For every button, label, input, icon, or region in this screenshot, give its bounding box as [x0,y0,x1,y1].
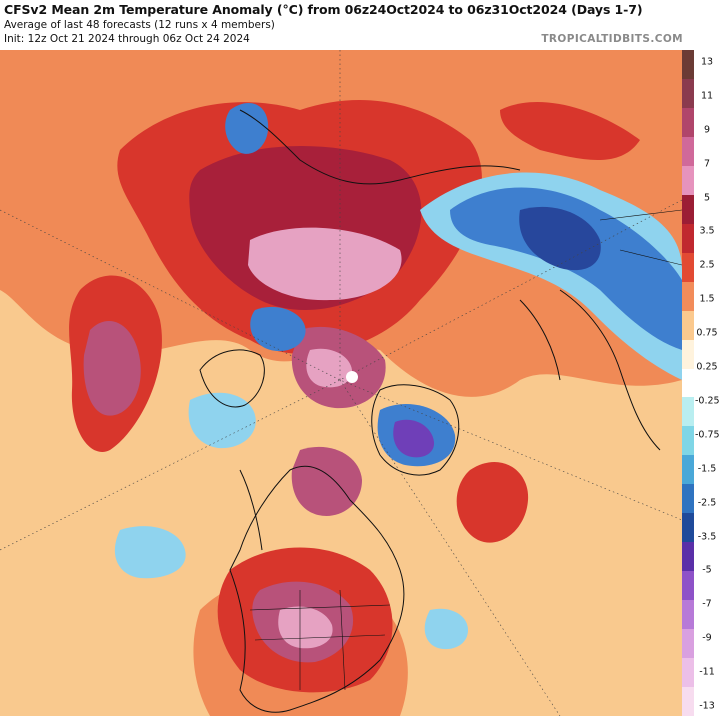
colorbar-tick-label: -3.5 [697,531,717,543]
pacific-warm-magenta [83,321,141,416]
colorbar-segment [682,542,694,572]
colorbar-tick-label: 2.5 [699,259,715,271]
coastlines [199,109,661,713]
colorbar-tick-label: 3.5 [699,225,715,237]
chart-header: CFSv2 Mean 2m Temperature Anomaly (°C) f… [0,0,719,50]
colorbar-segment [682,629,694,659]
colorbar-segment [682,281,694,312]
colorbar-tick-label: 0.75 [696,327,718,339]
colorbar-tick-label: -7 [702,598,712,610]
colorbar-legend: 13 11 9 7 5 3.5 2.5 1.5 0.75 0.25 -0.25 -0.75 -1.5 -2… [682,50,719,717]
colorbar-segment [682,368,694,398]
colorbar-segment [682,310,694,341]
colorbar-segment [682,136,694,167]
atlantic-warm-red [456,461,529,543]
map-canvas [0,50,682,716]
colorbar-segment [682,78,694,109]
canada-arctic-cold [250,306,306,352]
colorbar-tick-label: -0.25 [695,395,719,407]
colorbar-tick-label: -2.5 [697,497,717,509]
colorbar-tick-label: 5 [703,192,711,204]
init-time-range: Init: 12z Oct 21 2024 through 06z Oct 24… [4,33,250,45]
arctic-warm-pink [248,227,402,301]
colorbar-segment [682,397,694,427]
colorbar-tick-label: 9 [703,124,711,136]
colorbar-strip [682,50,694,717]
colorbar-segment [682,687,694,717]
alaska-cold [225,102,269,154]
colorbar-segment [682,658,694,688]
pole-warm-pink [306,348,352,388]
colorbar-tick-label: -9 [702,632,712,644]
pacific-cold-light [114,526,186,579]
colorbar-tick-label: -11 [699,666,715,678]
colorbar-segment [682,600,694,630]
us-warm-pink [278,606,333,649]
siberia-warm-red [500,101,640,160]
colorbar-segment [682,194,694,225]
colorbar-segment [682,50,694,80]
colorbar-segment [682,571,694,601]
hudson-warm-magenta [291,446,362,516]
colorbar-tick-label: 1.5 [699,293,715,305]
colorbar-segment [682,484,694,514]
colorbar-tick-label: 11 [700,90,714,102]
colorbar-segment [682,107,694,138]
borders [249,209,682,691]
colorbar-segment [682,252,694,283]
colorbar-segment [682,426,694,456]
colorbar-segment [682,223,694,254]
colorbar-segment [682,339,694,370]
colorbar-segment [682,513,694,543]
north-pole-dot [346,371,358,383]
colorbar-tick-label: 0.25 [696,361,718,373]
colorbar-segment [682,165,694,196]
colorbar-tick-label: -5 [702,564,712,576]
asia-cold-dark [519,206,601,271]
colorbar-tick-label: -1.5 [697,463,717,475]
anomaly-map [0,50,682,716]
atlantic-cold-light [424,608,468,650]
graticule [0,50,682,716]
chart-title: CFSv2 Mean 2m Temperature Anomaly (°C) f… [4,2,643,17]
source-watermark: TROPICALTIDBITS.COM [541,33,683,45]
colorbar-tick-label: -13 [699,700,715,712]
colorbar-segment [682,455,694,485]
forecast-ensemble-note: Average of last 48 forecasts (12 runs x … [4,19,275,31]
colorbar-tick-label: -0.75 [695,429,719,441]
greenland-cold-purple [393,419,435,458]
colorbar-tick-label: 7 [703,158,711,170]
colorbar-tick-label: 13 [700,56,714,68]
